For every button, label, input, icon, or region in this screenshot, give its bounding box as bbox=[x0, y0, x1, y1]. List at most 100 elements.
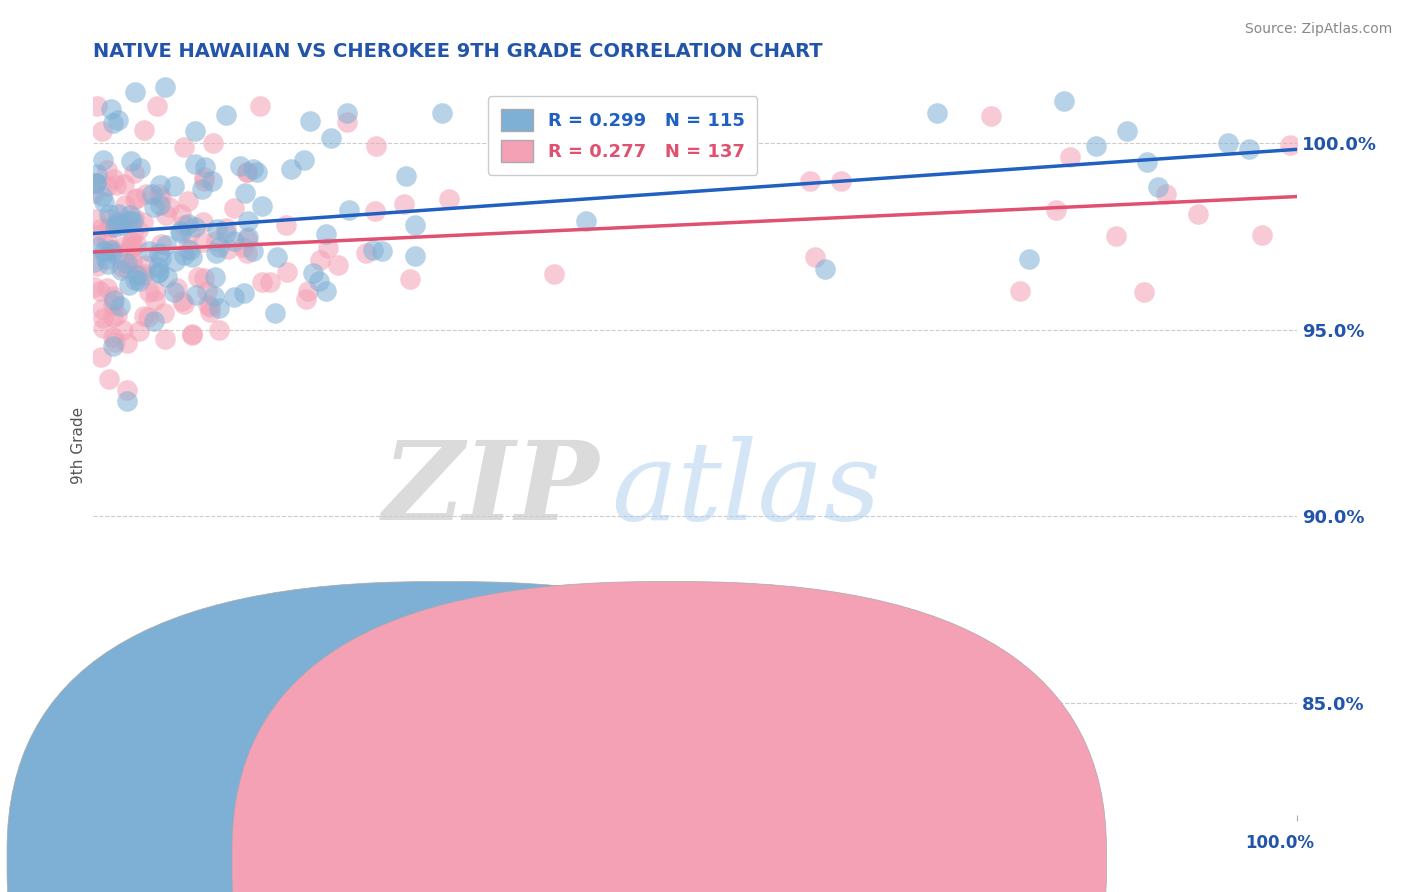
Point bbox=[90, 350, 112, 364]
Point bbox=[274, 219, 297, 233]
Point bbox=[173, 140, 195, 154]
Point bbox=[101, 116, 124, 130]
Text: NATIVE HAWAIIAN VS CHEROKEE 9TH GRADE CORRELATION CHART: NATIVE HAWAIIAN VS CHEROKEE 9TH GRADE CO… bbox=[93, 42, 823, 61]
Point bbox=[142, 313, 165, 327]
Point bbox=[112, 323, 135, 337]
Point bbox=[170, 207, 193, 221]
Point bbox=[184, 288, 207, 302]
Point bbox=[103, 293, 125, 307]
Point bbox=[354, 245, 377, 260]
Point bbox=[205, 234, 228, 248]
Point bbox=[97, 207, 120, 221]
Point bbox=[107, 207, 129, 221]
Point bbox=[222, 201, 245, 215]
Point bbox=[280, 162, 302, 177]
Point bbox=[1116, 124, 1139, 138]
Point bbox=[173, 296, 195, 310]
Point bbox=[91, 311, 114, 326]
Point bbox=[980, 109, 1002, 123]
Point bbox=[97, 241, 120, 255]
Point bbox=[101, 245, 124, 260]
Point bbox=[91, 302, 114, 317]
Point bbox=[370, 244, 392, 259]
Point bbox=[179, 243, 201, 257]
Point bbox=[181, 326, 204, 341]
Point bbox=[193, 170, 215, 185]
Point bbox=[98, 219, 121, 234]
Point bbox=[83, 279, 105, 293]
Point bbox=[1010, 284, 1032, 298]
Point bbox=[128, 274, 150, 288]
Point bbox=[294, 292, 316, 306]
Point bbox=[96, 234, 118, 248]
Point bbox=[395, 169, 418, 184]
Point bbox=[124, 86, 146, 100]
Point bbox=[157, 200, 180, 214]
Point bbox=[308, 274, 330, 288]
Point bbox=[148, 245, 170, 260]
Point bbox=[184, 156, 207, 170]
Point bbox=[149, 251, 172, 265]
Point bbox=[118, 242, 141, 256]
Point bbox=[231, 240, 253, 254]
Point bbox=[191, 215, 214, 229]
Point bbox=[110, 263, 132, 277]
Point bbox=[98, 372, 121, 386]
Point bbox=[543, 267, 565, 281]
Point bbox=[155, 208, 177, 222]
Point bbox=[125, 236, 148, 251]
Point bbox=[404, 219, 426, 233]
Point bbox=[335, 115, 357, 129]
Point bbox=[110, 300, 132, 314]
Point bbox=[91, 153, 114, 167]
Point bbox=[202, 289, 225, 303]
Point bbox=[148, 260, 170, 275]
Point bbox=[127, 191, 149, 205]
Point bbox=[96, 162, 118, 177]
Point bbox=[250, 199, 273, 213]
Point bbox=[1216, 136, 1239, 150]
Point bbox=[112, 177, 135, 191]
Point bbox=[143, 200, 166, 214]
Point bbox=[214, 220, 236, 235]
Point bbox=[91, 320, 114, 334]
Point bbox=[166, 281, 188, 295]
Point bbox=[100, 243, 122, 257]
Point bbox=[200, 305, 222, 319]
Point bbox=[118, 277, 141, 292]
Point bbox=[232, 285, 254, 300]
Point bbox=[84, 228, 107, 243]
Point bbox=[103, 338, 125, 352]
Point bbox=[98, 211, 121, 226]
Point bbox=[799, 174, 821, 188]
Point bbox=[194, 161, 217, 175]
Point bbox=[205, 245, 228, 260]
Point bbox=[1018, 252, 1040, 266]
Point bbox=[169, 224, 191, 238]
Point bbox=[124, 192, 146, 206]
Point bbox=[124, 166, 146, 180]
Point bbox=[149, 198, 172, 212]
Point bbox=[224, 290, 246, 304]
Point bbox=[319, 130, 342, 145]
Point bbox=[430, 106, 453, 120]
Point bbox=[136, 310, 159, 325]
Point bbox=[202, 136, 225, 150]
Point bbox=[1147, 180, 1170, 194]
Point bbox=[1105, 229, 1128, 244]
Point bbox=[404, 249, 426, 263]
Point bbox=[128, 161, 150, 176]
Point bbox=[131, 269, 153, 284]
Point bbox=[364, 139, 387, 153]
Point bbox=[134, 267, 156, 281]
Point bbox=[143, 284, 166, 298]
Point bbox=[101, 298, 124, 312]
Point bbox=[297, 285, 319, 299]
Point bbox=[437, 193, 460, 207]
Point bbox=[165, 254, 187, 268]
Point bbox=[575, 214, 598, 228]
Point bbox=[172, 294, 194, 309]
Point bbox=[118, 214, 141, 228]
Point bbox=[249, 99, 271, 113]
Point bbox=[105, 178, 128, 192]
